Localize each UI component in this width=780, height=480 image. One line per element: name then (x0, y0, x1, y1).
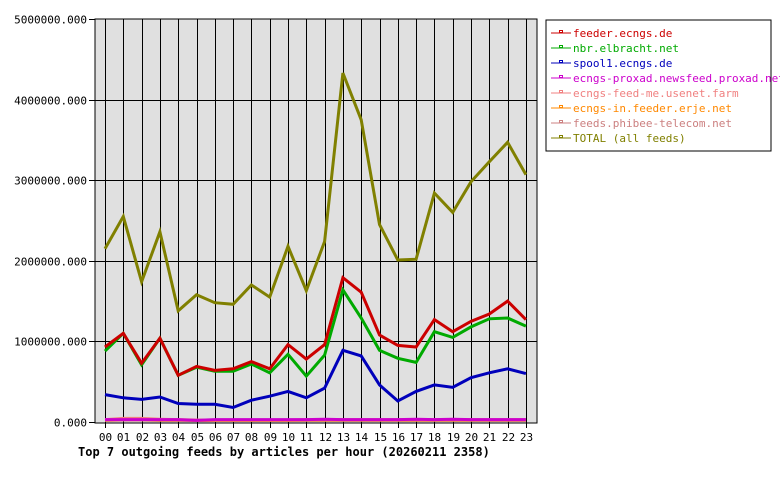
x-tick-label: 02 (136, 431, 149, 444)
y-tick-label: 5000000.000 (14, 14, 87, 27)
x-tick-label: 08 (245, 431, 258, 444)
legend-items: feeder.ecngs.de nbr.elbracht.net spool1.ec… (551, 27, 780, 145)
series-line (104, 348, 527, 410)
y-tick-label: 1000000.000 (14, 336, 87, 349)
chart-title: Top 7 outgoing feeds by articles per hou… (78, 445, 490, 459)
x-tick-label: 20 (465, 431, 478, 444)
series-line (105, 417, 526, 422)
x-tick-label: 09 (264, 431, 277, 444)
legend-label: nbr.elbracht.net (573, 42, 679, 55)
legend-label: feeder.ecngs.de (573, 27, 672, 40)
plot-area (94, 18, 538, 424)
legend-item: feeder.ecngs.de (551, 27, 672, 40)
legend-marker-icon (559, 30, 563, 33)
legend-item: spool1.ecngs.de (551, 57, 672, 70)
x-tick-label: 04 (172, 431, 186, 444)
x-tick-label: 10 (282, 431, 295, 444)
y-tick-label: 2000000.000 (14, 256, 87, 269)
x-tick-label: 15 (374, 431, 387, 444)
series-lines (103, 72, 528, 422)
x-tick-label: 05 (191, 431, 204, 444)
x-tick-label: 11 (300, 431, 313, 444)
legend-label: TOTAL (all feeds) (573, 132, 686, 145)
gridlines (89, 19, 537, 428)
legend-marker-icon (559, 45, 563, 48)
x-tick-label: 19 (447, 431, 460, 444)
x-tick-label: 00 (99, 431, 112, 444)
series-line (103, 72, 528, 314)
legend-marker-icon (559, 135, 563, 138)
legend-label: feeds.phibee-telecom.net (573, 117, 732, 130)
legend-item: ecngs-in.feeder.erje.net (551, 102, 732, 115)
legend-marker-icon (559, 75, 563, 78)
legend-box (545, 19, 772, 152)
x-axis-ticks: 00 01 02 03 04 05 06 07 08 09 10 11 12 13 14 15 16 17 18 19… (99, 431, 533, 444)
x-tick-label: 12 (319, 431, 332, 444)
legend-label: ecngs-feed-me.usenet.farm (573, 87, 739, 100)
x-tick-label: 03 (154, 431, 167, 444)
x-tick-label: 17 (410, 431, 423, 444)
legend: feeder.ecngs.de nbr.elbracht.net spool1.ec… (545, 19, 780, 152)
legend-marker-icon (559, 105, 563, 108)
y-tick-label: 3000000.000 (14, 175, 87, 188)
x-tick-label: 01 (117, 431, 130, 444)
legend-marker-icon (559, 60, 563, 63)
x-tick-label: 18 (428, 431, 441, 444)
legend-item: TOTAL (all feeds) (551, 132, 686, 145)
legend-marker-icon (559, 120, 563, 123)
x-tick-label: 13 (337, 431, 350, 444)
y-axis-ticks: 0.000 1000000.000 2000000.000 3000000.000 40… (14, 14, 87, 430)
legend-item: ecngs-proxad.newsfeed.proxad.net (551, 72, 780, 85)
x-tick-label: 23 (520, 431, 533, 444)
legend-label: ecngs-in.feeder.erje.net (573, 102, 732, 115)
x-tick-label: 22 (502, 431, 515, 444)
legend-marker-icon (559, 90, 563, 93)
legend-item: feeds.phibee-telecom.net (551, 117, 732, 130)
x-tick-label: 06 (209, 431, 222, 444)
legend-item: ecngs-feed-me.usenet.farm (551, 87, 739, 100)
legend-label: spool1.ecngs.de (573, 57, 672, 70)
x-tick-label: 16 (392, 431, 405, 444)
y-tick-label: 0.000 (54, 417, 87, 430)
x-tick-label: 21 (483, 431, 496, 444)
x-tick-label: 14 (355, 431, 369, 444)
legend-item: nbr.elbracht.net (551, 42, 679, 55)
legend-label: ecngs-proxad.newsfeed.proxad.net (573, 72, 780, 85)
series-line (104, 275, 527, 378)
y-tick-label: 4000000.000 (14, 95, 87, 108)
x-tick-label: 07 (227, 431, 240, 444)
